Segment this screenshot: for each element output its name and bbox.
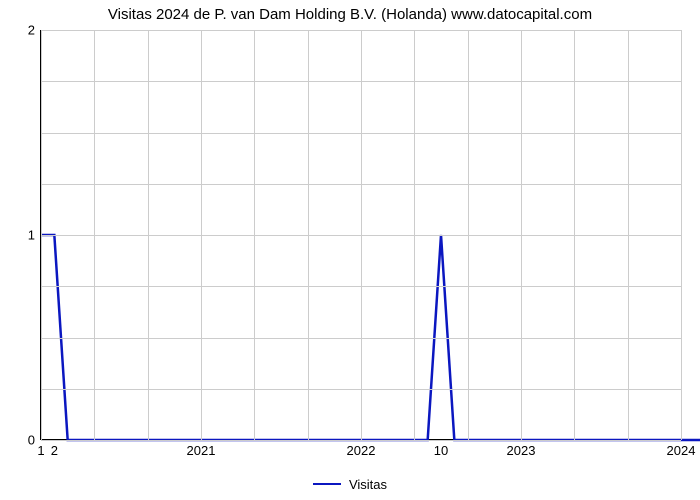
chart-title: Visitas 2024 de P. van Dam Holding B.V. … xyxy=(0,6,700,23)
gridline-horizontal xyxy=(41,338,681,339)
x-tick-label: 2 xyxy=(51,443,58,458)
y-tick-label: 1 xyxy=(28,228,35,243)
gridline-horizontal xyxy=(41,235,681,236)
gridline-horizontal xyxy=(41,286,681,287)
legend: Visitas xyxy=(0,472,700,492)
legend-label: Visitas xyxy=(349,477,387,492)
gridline-horizontal xyxy=(41,389,681,390)
gridline-horizontal xyxy=(41,440,681,441)
x-tick-label: 2022 xyxy=(347,443,376,458)
x-tick-label: 2023 xyxy=(507,443,536,458)
x-tick-label: 2024 xyxy=(667,443,696,458)
x-tick-label: 10 xyxy=(434,443,448,458)
gridline-vertical xyxy=(681,30,682,440)
legend-swatch xyxy=(313,483,341,485)
y-tick-label: 2 xyxy=(28,23,35,38)
gridline-horizontal xyxy=(41,81,681,82)
gridline-horizontal xyxy=(41,133,681,134)
chart-container: Visitas 2024 de P. van Dam Holding B.V. … xyxy=(0,0,700,500)
y-tick-label: 0 xyxy=(28,433,35,448)
gridline-horizontal xyxy=(41,184,681,185)
x-tick-label: 1 xyxy=(37,443,44,458)
plot-area: 012122021202210202320246 xyxy=(40,30,680,440)
x-tick-label: 2021 xyxy=(187,443,216,458)
gridline-horizontal xyxy=(41,30,681,31)
